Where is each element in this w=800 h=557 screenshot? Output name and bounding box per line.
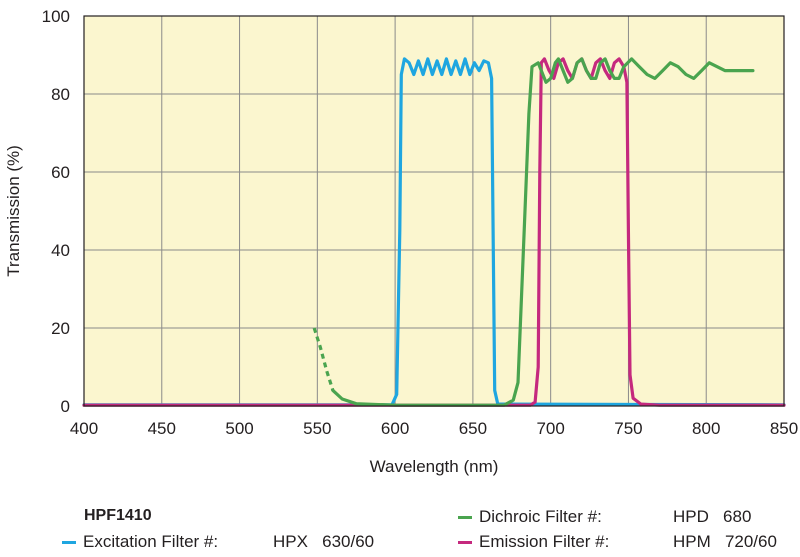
series-lines (82, 57, 786, 407)
x-tick-label: 800 (692, 419, 720, 438)
y-axis-title: Transmission (%) (4, 145, 23, 277)
y-tick-label: 0 (61, 397, 70, 416)
y-tick-label: 40 (51, 241, 70, 260)
series-line-excitation (82, 57, 786, 407)
x-tick-label: 850 (770, 419, 798, 438)
x-tick-label: 700 (536, 419, 564, 438)
x-tick-label: 750 (614, 419, 642, 438)
x-tick-label: 400 (70, 419, 98, 438)
x-tick-label: 650 (459, 419, 487, 438)
series-line-dichroic (331, 57, 755, 407)
y-tick-label: 80 (51, 85, 70, 104)
y-tick-label: 20 (51, 319, 70, 338)
x-tick-label: 500 (225, 419, 253, 438)
y-tick-label: 100 (42, 7, 70, 26)
x-tick-label: 550 (303, 419, 331, 438)
plot-area (84, 16, 784, 406)
x-axis-title: Wavelength (nm) (370, 457, 499, 476)
x-tick-label: 600 (381, 419, 409, 438)
tick-labels: 400 450 500 550 600 650 700 750 800 850 0 20 40 60 80 1… (42, 7, 799, 438)
x-tick-label: 450 (148, 419, 176, 438)
series-line-dichroic-dashed (312, 327, 335, 391)
plot-frame (83, 15, 785, 407)
y-tick-label: 60 (51, 163, 70, 182)
